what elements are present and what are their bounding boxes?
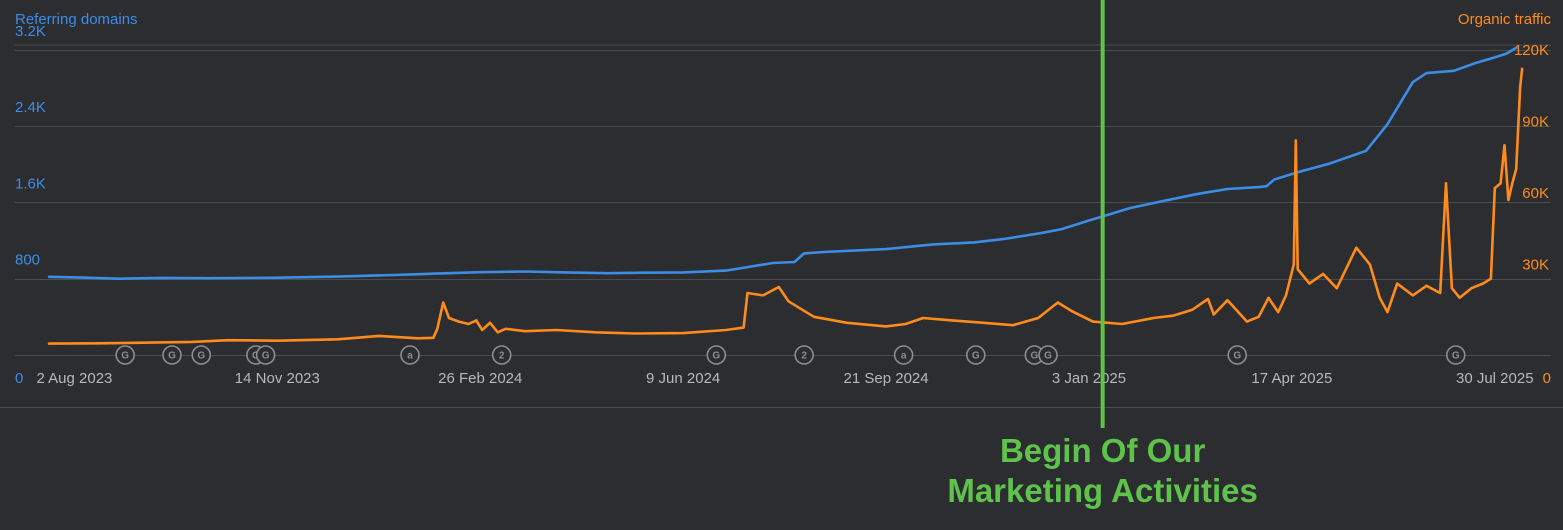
- event-marker-circle: [115, 345, 135, 365]
- event-marker-label: G: [262, 351, 270, 362]
- x-tick-label: 30 Jul 2025: [1456, 370, 1534, 387]
- event-marker[interactable]: a: [400, 345, 420, 365]
- event-marker-circle: [893, 345, 914, 365]
- x-tick-label: 26 Feb 2024: [438, 370, 522, 387]
- x-tick-label: 9 Jun 2024: [646, 370, 720, 387]
- event-marker[interactable]: G: [1445, 345, 1466, 365]
- series-lines: [47, 46, 1524, 345]
- event-marker[interactable]: G: [255, 345, 276, 365]
- event-marker-label: G: [1452, 351, 1460, 362]
- event-marker-label: 2: [801, 351, 807, 362]
- x-tick-label: 21 Sep 2024: [844, 370, 929, 387]
- event-marker-label: G: [712, 351, 720, 362]
- left-axis-title: Referring domains: [15, 11, 138, 28]
- event-marker-label: G: [197, 351, 205, 362]
- event-marker[interactable]: G: [1227, 345, 1248, 365]
- x-tick-label: 17 Apr 2025: [1251, 370, 1332, 387]
- y-right-tick-label: 60K: [1522, 185, 1549, 202]
- event-marker-label: G: [168, 351, 176, 362]
- x-tick-label: 14 Nov 2023: [235, 370, 320, 387]
- y-right-tick-label: 0: [1543, 370, 1551, 387]
- event-marker[interactable]: G: [191, 345, 212, 365]
- event-marker-label: G: [972, 351, 980, 362]
- y-right-tick-label: 30K: [1522, 256, 1549, 273]
- event-marker-label: G: [1030, 351, 1038, 362]
- event-marker-circle: [255, 345, 276, 365]
- event-marker[interactable]: G: [966, 345, 986, 365]
- event-marker[interactable]: a: [893, 345, 914, 365]
- referring-domains-line: [47, 46, 1518, 280]
- annotation-text-line-1: Begin Of Our: [1000, 432, 1205, 469]
- event-marker-label: a: [901, 351, 907, 362]
- event-marker-label: G: [1044, 351, 1052, 362]
- event-marker-circle: [191, 345, 212, 365]
- left-axis-ticks: 0 800 1.6K 2.4K 3.2K: [15, 23, 46, 387]
- event-marker-circle: [1038, 345, 1058, 365]
- right-axis-ticks: 0 30K 60K 90K 120K: [1514, 42, 1551, 387]
- event-marker[interactable]: G: [162, 345, 182, 365]
- annotation-text-line-2: Marketing Activities: [947, 472, 1258, 509]
- x-tick-label: 3 Jan 2025: [1052, 370, 1126, 387]
- y-right-tick-label: 120K: [1514, 42, 1549, 59]
- right-axis-title: Organic traffic: [1458, 11, 1552, 28]
- y-left-tick-label: 800: [15, 252, 40, 269]
- event-marker-label: 2: [499, 351, 505, 362]
- y-right-tick-label: 90K: [1522, 113, 1549, 130]
- y-left-tick-label: 1.6K: [15, 175, 46, 192]
- y-left-tick-label: 0: [15, 370, 23, 387]
- event-marker-circle: [1445, 345, 1466, 365]
- event-marker-circle: [706, 345, 727, 365]
- event-marker-circle: [162, 345, 182, 365]
- event-marker-circle: [491, 345, 512, 365]
- event-marker-circle: [1227, 345, 1248, 365]
- event-marker-label: G: [1233, 351, 1241, 362]
- event-marker-circle: [400, 345, 420, 365]
- x-axis-ticks: 2 Aug 2023 14 Nov 2023 26 Feb 2024 9 Jun 20…: [36, 370, 1533, 387]
- event-marker[interactable]: G: [1038, 345, 1058, 365]
- annotation: Begin Of Our Marketing Activities: [947, 0, 1258, 509]
- event-marker-circle: [966, 345, 986, 365]
- event-marker[interactable]: 2: [794, 345, 814, 365]
- event-marker[interactable]: G: [115, 345, 135, 365]
- x-tick-label: 2 Aug 2023: [36, 370, 112, 387]
- event-marker-circle: [794, 345, 814, 365]
- y-left-tick-label: 3.2K: [15, 23, 46, 40]
- event-marker[interactable]: 2: [491, 345, 512, 365]
- event-marker[interactable]: G: [706, 345, 727, 365]
- y-left-tick-label: 2.4K: [15, 99, 46, 116]
- event-marker-label: a: [407, 351, 413, 362]
- event-marker-label: G: [121, 351, 129, 362]
- organic-traffic-line: [47, 67, 1524, 345]
